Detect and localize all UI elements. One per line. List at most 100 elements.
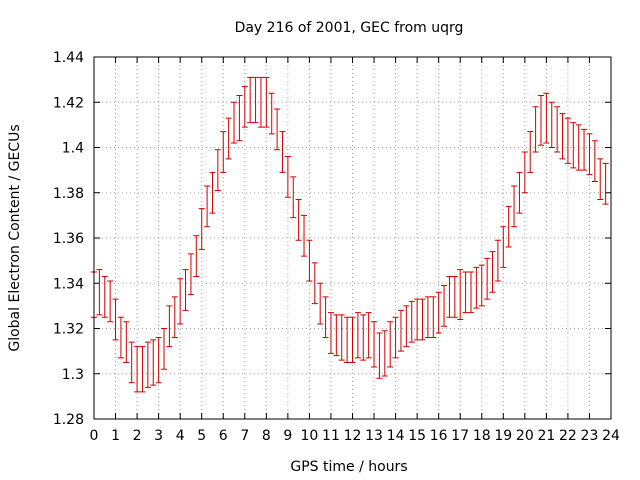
y-tick-label: 1.32 bbox=[53, 322, 84, 338]
data-point-errorbar bbox=[284, 156, 291, 198]
data-point-errorbar bbox=[193, 235, 200, 277]
data-point-errorbar bbox=[559, 113, 566, 160]
x-tick-label: 20 bbox=[516, 428, 534, 444]
data-point-errorbar bbox=[187, 253, 194, 296]
data-point-errorbar bbox=[570, 122, 577, 169]
data-point-errorbar bbox=[376, 332, 383, 379]
data-point-errorbar bbox=[220, 131, 227, 173]
data-point-errorbar bbox=[419, 298, 426, 341]
data-point-errorbar bbox=[177, 278, 184, 325]
data-point-errorbar bbox=[435, 291, 442, 334]
data-point-errorbar bbox=[500, 226, 507, 268]
data-point-errorbar bbox=[397, 309, 404, 352]
data-point-errorbar bbox=[263, 76, 270, 128]
data-point-errorbar bbox=[473, 266, 480, 309]
data-point-errorbar bbox=[214, 149, 221, 191]
y-axis-label: Global Electron Content / GECUs bbox=[7, 124, 23, 351]
data-point-errorbar bbox=[128, 341, 135, 384]
data-point-errorbar bbox=[333, 314, 340, 357]
data-point-errorbar bbox=[478, 264, 485, 307]
data-point-errorbar bbox=[317, 282, 324, 325]
data-point-errorbar bbox=[365, 312, 372, 359]
chart-title: Day 216 of 2001, GEC from uqrg bbox=[235, 20, 464, 36]
x-tick-label: 17 bbox=[451, 428, 469, 444]
data-point-errorbar bbox=[171, 296, 178, 339]
data-point-errorbar bbox=[306, 239, 313, 282]
y-tick-label: 1.3 bbox=[62, 367, 84, 383]
data-point-errorbar bbox=[516, 171, 523, 214]
data-point-errorbar bbox=[505, 205, 512, 248]
data-point-errorbar bbox=[591, 140, 598, 182]
data-point-errorbar bbox=[155, 337, 162, 384]
y-tick-label: 1.42 bbox=[53, 95, 84, 111]
data-point-errorbar bbox=[150, 339, 157, 386]
x-tick-label: 21 bbox=[537, 428, 555, 444]
x-tick-label: 9 bbox=[283, 428, 292, 444]
y-tick-label: 1.36 bbox=[53, 231, 84, 247]
data-point-errorbar bbox=[290, 176, 297, 219]
data-point-errorbar bbox=[408, 300, 415, 343]
x-axis-label: GPS time / hours bbox=[290, 459, 407, 475]
data-point-errorbar bbox=[371, 321, 378, 368]
data-point-errorbar bbox=[354, 312, 361, 359]
data-point-errorbar bbox=[381, 330, 388, 377]
x-tick-label: 4 bbox=[176, 428, 185, 444]
data-point-errorbar bbox=[360, 314, 367, 361]
data-point-errorbar bbox=[257, 76, 264, 128]
data-point-errorbar bbox=[344, 316, 351, 363]
y-tick-label: 1.4 bbox=[62, 141, 84, 157]
x-tick-label: 2 bbox=[133, 428, 142, 444]
data-point-errorbar bbox=[451, 275, 458, 318]
data-point-errorbar bbox=[101, 275, 108, 318]
data-point-errorbar bbox=[166, 305, 173, 348]
data-point-errorbar bbox=[322, 296, 329, 339]
x-tick-label: 18 bbox=[473, 428, 491, 444]
x-tick-label: 7 bbox=[240, 428, 249, 444]
data-point-errorbar bbox=[489, 251, 496, 293]
data-point-errorbar bbox=[338, 314, 345, 361]
x-tick-label: 13 bbox=[365, 428, 383, 444]
data-point-errorbar bbox=[457, 269, 464, 320]
x-tick-label: 8 bbox=[262, 428, 271, 444]
data-point-errorbar bbox=[349, 316, 356, 363]
data-point-errorbar bbox=[543, 92, 550, 144]
data-point-errorbar bbox=[575, 124, 582, 171]
data-point-errorbar bbox=[96, 269, 103, 316]
data-point-errorbar bbox=[527, 131, 534, 173]
data-point-errorbar bbox=[484, 257, 491, 300]
data-point-errorbar bbox=[209, 171, 216, 214]
data-point-errorbar bbox=[387, 321, 394, 368]
data-point-errorbar bbox=[554, 106, 561, 153]
data-point-errorbar bbox=[403, 305, 410, 348]
data-point-errorbar bbox=[586, 133, 593, 176]
data-point-errorbar bbox=[295, 199, 302, 241]
data-point-errorbar bbox=[274, 108, 281, 151]
data-point-errorbar bbox=[268, 92, 275, 135]
x-tick-label: 14 bbox=[387, 428, 405, 444]
data-point-errorbar bbox=[236, 94, 243, 142]
data-point-errorbar bbox=[564, 117, 571, 164]
data-point-errorbar bbox=[198, 208, 205, 250]
y-tick-label: 1.34 bbox=[53, 276, 84, 292]
data-series bbox=[91, 76, 609, 393]
x-tick-label: 5 bbox=[197, 428, 206, 444]
x-tick-label: 11 bbox=[322, 428, 340, 444]
data-point-errorbar bbox=[123, 321, 130, 363]
data-point-errorbar bbox=[204, 185, 211, 228]
x-tick-label: 1 bbox=[111, 428, 120, 444]
data-point-errorbar bbox=[532, 106, 539, 153]
data-point-errorbar bbox=[494, 239, 501, 282]
data-point-errorbar bbox=[279, 131, 286, 173]
data-point-errorbar bbox=[392, 316, 399, 359]
data-point-errorbar bbox=[414, 298, 421, 341]
data-point-errorbar bbox=[441, 285, 448, 327]
data-point-errorbar bbox=[581, 128, 588, 171]
data-point-errorbar bbox=[467, 271, 474, 314]
data-point-errorbar bbox=[144, 341, 151, 388]
data-point-errorbar bbox=[511, 185, 518, 228]
data-point-errorbar bbox=[537, 94, 544, 146]
data-point-errorbar bbox=[424, 296, 431, 339]
data-point-errorbar bbox=[117, 316, 124, 359]
x-tick-label: 0 bbox=[90, 428, 99, 444]
